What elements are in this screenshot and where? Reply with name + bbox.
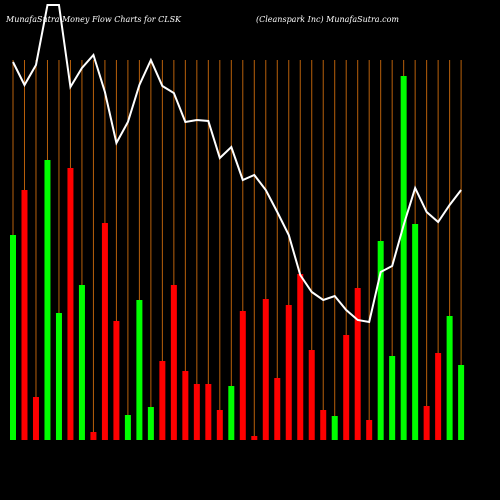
chart-title: MunafaSutra Money Flow Charts for CLSK [5,15,182,24]
bar [228,386,235,440]
bar [136,300,143,440]
bar [458,365,465,440]
bar [170,285,177,440]
bar [331,416,338,440]
bar [400,76,407,440]
bar [113,321,120,440]
bar [193,384,200,440]
bar [262,299,269,440]
bar [32,397,39,440]
bar [308,350,315,440]
bar [274,378,281,440]
bar [67,168,74,440]
bar [78,285,85,440]
bar [389,356,396,440]
bar [251,436,258,440]
bar [285,305,292,440]
bar [320,410,327,440]
bar [159,361,166,440]
bar [354,288,361,440]
bar [44,160,51,440]
bar [55,313,62,440]
bar [205,384,212,440]
bar [182,371,189,440]
bar [124,415,131,440]
bar [21,190,28,440]
bar [366,420,373,440]
bar [10,235,16,440]
bar [239,311,246,440]
bar [377,241,384,440]
bar [147,407,154,440]
bar [435,353,442,440]
bar [90,432,97,440]
bar [216,410,223,440]
bar [101,223,108,440]
bar [297,274,304,440]
bar [423,406,430,440]
bar [446,316,453,440]
bar [412,224,419,440]
line [12,4,462,324]
bar [343,335,350,440]
chart-subtitle: (Cleanspark Inc) MunafaSutra.com [256,15,399,24]
